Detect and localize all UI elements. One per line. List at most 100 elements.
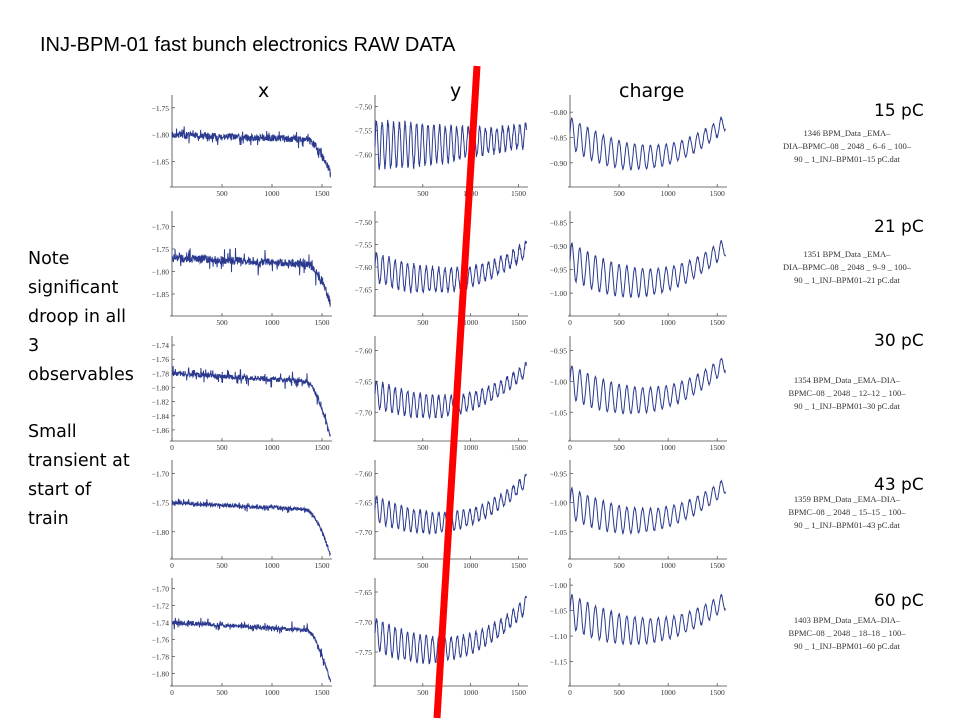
- x-tick-label: 0: [568, 688, 572, 697]
- x-tick-label: 0: [170, 688, 174, 697]
- y-tick-label: −7.55: [355, 126, 373, 135]
- x-tick-label: 500: [417, 561, 429, 570]
- x-tick-label: 1000: [661, 688, 676, 697]
- x-tick-label: 1500: [315, 318, 330, 327]
- x-tick-label: 0: [170, 561, 174, 570]
- x-tick-label: 500: [216, 318, 228, 327]
- y-tick-label: −7.50: [355, 103, 373, 112]
- note-line: observables: [28, 365, 134, 385]
- note-line: 3: [28, 336, 40, 356]
- x-tick-label: 1000: [463, 443, 478, 452]
- x-tick-label: 1500: [315, 561, 330, 570]
- plot-x-60pc: −1.70 −1.72 −1.74 −1.76 −1.78 −1.800 500 1000 15…: [152, 578, 332, 697]
- x-tick-label: 1500: [315, 688, 330, 697]
- y-tick-label: −1.82: [152, 398, 170, 407]
- x-tick-label: 1000: [265, 561, 280, 570]
- y-tick-label: −1.00: [550, 289, 568, 298]
- y-tick-label: −7.60: [355, 346, 373, 355]
- y-tick-label: −7.60: [355, 150, 373, 159]
- filename-line: 90 _ 1_INJ–BPM01–21 pC.dat: [794, 275, 900, 285]
- y-tick-label: −7.65: [355, 499, 373, 508]
- x-tick-label: 1000: [265, 688, 280, 697]
- plot-y-30pc: −7.60 −7.65 −7.70 500 1000 1500: [355, 336, 528, 452]
- y-tick-label: −1.15: [550, 658, 568, 667]
- y-tick-label: −1.70: [152, 223, 170, 232]
- y-tick-label: −7.70: [355, 408, 373, 417]
- filename-line: 1351 BPM_Data _EMA–: [803, 249, 891, 259]
- note-line: Small: [28, 422, 77, 442]
- x-tick-label: 1500: [511, 318, 526, 327]
- y-tick-label: −0.95: [550, 266, 568, 275]
- y-tick-label: −7.60: [355, 263, 373, 272]
- column-header-y: y: [450, 80, 462, 102]
- charge-label-43pc: 43 pC: [874, 475, 924, 495]
- y-tick-label: −1.00: [550, 499, 568, 508]
- x-tick-label: 0: [170, 443, 174, 452]
- note-line: transient at: [28, 451, 130, 471]
- y-tick-label: −1.05: [550, 607, 568, 616]
- filename-line: DIA–BPMC–08 _ 2048 _ 9–9 _ 100–: [783, 262, 911, 272]
- y-tick-label: −1.85: [152, 158, 170, 167]
- x-tick-label: 500: [613, 189, 625, 198]
- y-tick-label: −1.70: [152, 585, 170, 594]
- x-tick-label: 1500: [511, 189, 526, 198]
- filename-30pc: 1354 BPM_Data _EMA–DIA– BPMC–08 _ 2048 _…: [762, 374, 932, 413]
- filename-21pc: 1351 BPM_Data _EMA– DIA–BPMC–08 _ 2048 _…: [762, 248, 932, 287]
- plot-y-15pc: −7.50 −7.55 −7.60 500 1000 1500: [355, 95, 528, 198]
- x-tick-label: 500: [613, 561, 625, 570]
- filename-line: BPMC–08 _ 2048 _ 15–15 _ 100–: [788, 507, 906, 517]
- y-tick-label: −7.65: [355, 286, 373, 295]
- red-marker-line: [433, 65, 481, 719]
- plot-y-43pc: −7.60 −7.65 −7.70 500 1000 1500: [355, 460, 528, 570]
- data-trace: [171, 126, 331, 178]
- x-tick-label: 1000: [661, 318, 676, 327]
- note-transient: Small transient at start of train: [28, 418, 158, 534]
- filename-line: 90 _ 1_INJ–BPM01–30 pC.dat: [794, 401, 900, 411]
- y-tick-label: −1.05: [550, 408, 568, 417]
- y-tick-label: −7.65: [355, 377, 373, 386]
- plot-x-30pc: −1.74−1.76−1.78−1.80−1.82−1.84−1.860 500 1…: [152, 336, 332, 452]
- data-trace: [171, 365, 331, 437]
- filename-line: DIA–BPMC–08 _ 2048 _ 6–6 _ 100–: [783, 141, 911, 151]
- column-header-x: x: [258, 80, 270, 102]
- y-tick-label: −7.70: [355, 618, 373, 627]
- y-tick-label: −1.05: [550, 528, 568, 537]
- y-tick-label: −0.95: [550, 470, 568, 479]
- x-tick-label: 0: [568, 561, 572, 570]
- y-tick-label: −0.90: [550, 242, 568, 251]
- note-droop: Note significant droop in all 3 observab…: [28, 245, 158, 390]
- filename-line: 1346 BPM_Data _EMA–: [803, 128, 891, 138]
- data-trace: [374, 473, 528, 536]
- data-trace: [171, 617, 331, 683]
- y-tick-label: −1.72: [152, 602, 170, 611]
- y-tick-label: −0.90: [550, 159, 568, 168]
- filename-line: BPMC–08 _ 2048 _ 12–12 _ 100–: [788, 388, 906, 398]
- data-trace: [374, 119, 528, 170]
- x-tick-label: 500: [417, 688, 429, 697]
- x-tick-label: 1500: [315, 189, 330, 198]
- y-tick-label: −1.74: [152, 619, 170, 628]
- column-header-charge: charge: [619, 80, 685, 102]
- note-line: Note: [28, 249, 70, 269]
- filename-60pc: 1403 BPM_Data _EMA–DIA– BPMC–08 _ 2048 _…: [762, 614, 932, 653]
- data-trace: [171, 498, 331, 557]
- y-tick-label: −0.95: [550, 346, 568, 355]
- y-tick-label: −1.80: [152, 131, 170, 140]
- plot-charge-21pc: −0.85 −0.90 −0.95 −1.00 0 500 1000 1500: [550, 211, 727, 327]
- x-tick-label: 1500: [511, 443, 526, 452]
- plot-y-21pc: −7.50 −7.55 −7.60 −7.65 500 1000 1500: [355, 211, 528, 327]
- filename-line: 1359 BPM_Data _EMA–DIA–: [793, 494, 901, 504]
- plot-charge-30pc: −0.95 −1.00 −1.05 0 500 1000 1500: [550, 336, 727, 452]
- y-tick-label: −7.60: [355, 470, 373, 479]
- filename-line: 90 _ 1_INJ–BPM01–43 pC.dat: [794, 520, 900, 530]
- y-tick-label: −7.70: [355, 528, 373, 537]
- y-tick-label: −7.75: [355, 648, 373, 657]
- x-tick-label: 1500: [710, 688, 725, 697]
- plot-x-43pc: −1.70−1.75−1.800 500 1000 1500: [152, 460, 332, 570]
- x-tick-label: 1500: [710, 561, 725, 570]
- y-tick-label: −0.85: [550, 218, 568, 227]
- x-tick-label: 500: [417, 443, 429, 452]
- filename-15pc: 1346 BPM_Data _EMA– DIA–BPMC–08 _ 2048 _…: [762, 127, 932, 166]
- x-tick-label: 1000: [463, 561, 478, 570]
